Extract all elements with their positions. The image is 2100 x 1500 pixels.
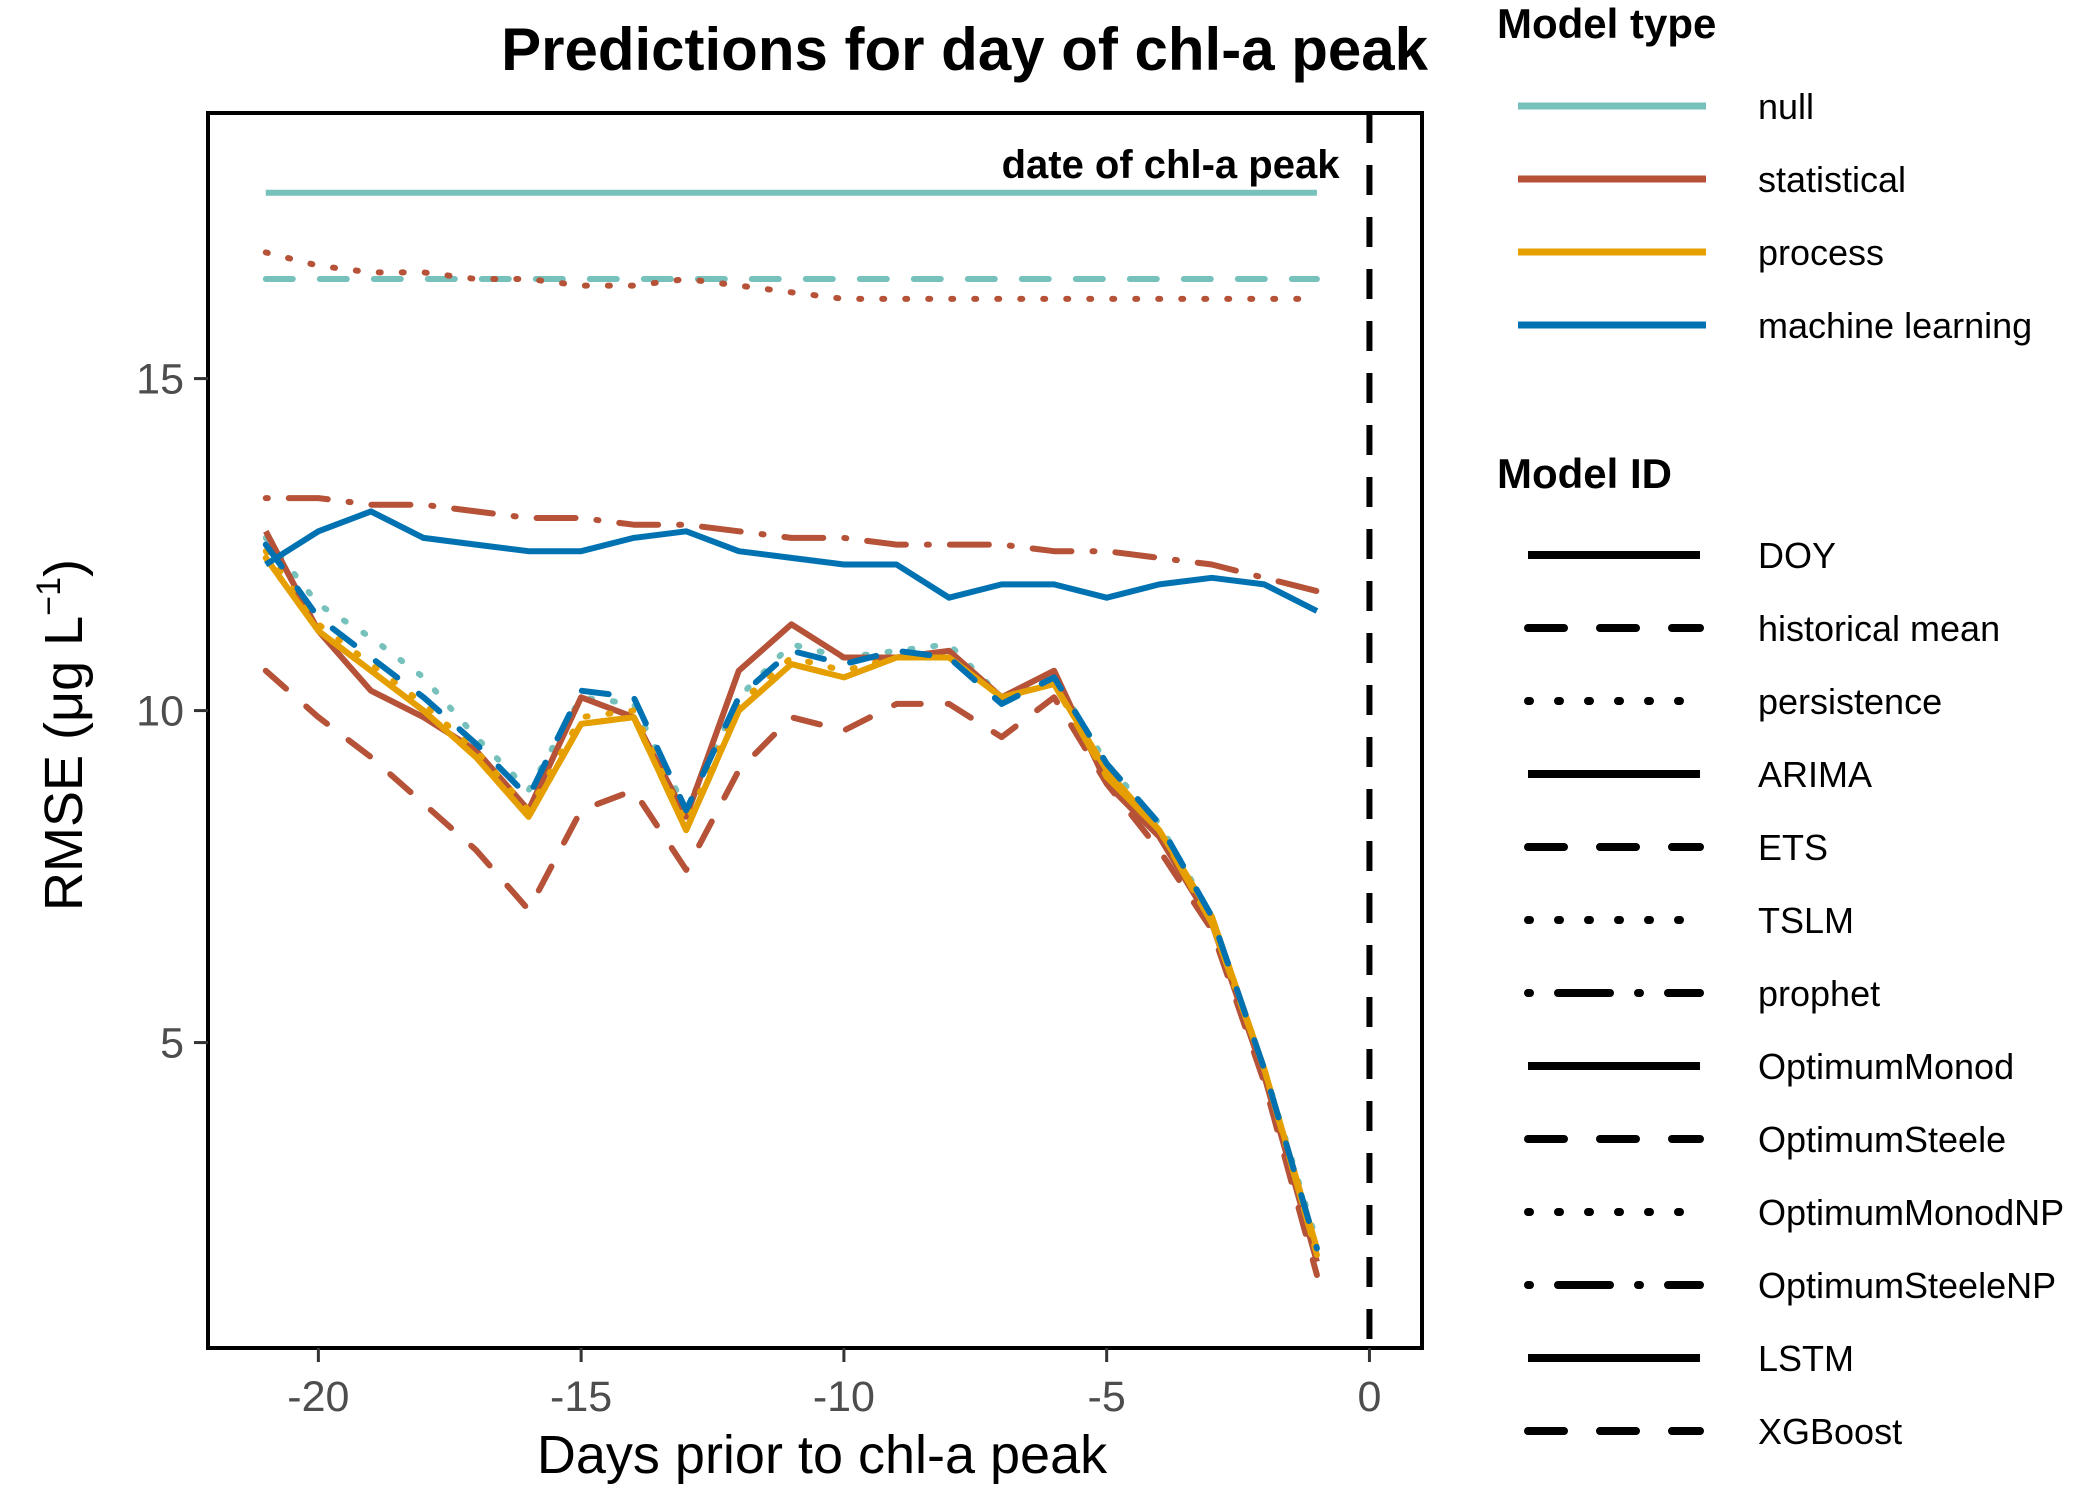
x-tick-label: -15 [550,1373,612,1421]
x-tick-label: 0 [1357,1373,1381,1421]
y-axis-title-exponent: −1 [30,577,68,616]
series-line-arima [263,529,1320,1263]
series-line-xgboost [262,541,1320,1252]
y-axis-title-close: ) [34,559,94,577]
legend-label-persistence: persistence [1758,681,1942,722]
legend-label-optimummonod: OptimumMonod [1758,1046,2014,1087]
legend-label-optimumsteele: OptimumSteele [1758,1119,2006,1160]
x-axis-title: Days prior to chl-a peak [537,1425,1108,1485]
series-line-prophet [262,495,1320,595]
chart-title: Predictions for day of chl-a peak [501,16,1429,83]
series-line-optimummonodnp [262,548,1320,1252]
y-tick-label: 5 [160,1020,184,1068]
series-layer [262,189,1320,1278]
series-line-ets [262,667,1320,1278]
plot-area: date of chl-a peak [206,111,1424,1350]
x-tick-label: -5 [1088,1373,1126,1421]
legend-label-historical-mean: historical mean [1758,608,2000,649]
legend-model-types: null statistical process machine learning [1518,86,2032,346]
legend-label-prophet: prophet [1758,973,1880,1014]
legend-label-xgboost: XGBoost [1758,1411,1902,1452]
peak-date-annotation: date of chl-a peak [1002,143,1341,187]
series-line-tslm [262,249,1320,302]
y-tick-label: 15 [136,356,184,404]
legend-label-optimumsteelenp: OptimumSteeleNP [1758,1265,2056,1306]
legend-label-optimummonodnp: OptimumMonodNP [1758,1192,2064,1233]
x-axis: -20 -15 -10 -5 0 [287,1348,1381,1421]
legend-label-null: null [1758,86,1814,127]
legend-label-lstm: LSTM [1758,1338,1854,1379]
legend-label-arima: ARIMA [1758,754,1872,795]
legend-label-process: process [1758,232,1884,273]
legend-title-model-id: Model ID [1497,450,1672,497]
y-tick-label: 10 [136,688,184,736]
plot-border [206,111,1424,1350]
legend-title-model-type: Model type [1497,0,1716,47]
legend-label-statistical: statistical [1758,159,1906,200]
legend-label-ets: ETS [1758,827,1828,868]
y-axis-title: RMSE (μg L−1) [30,559,94,911]
series-line-lstm [264,508,1319,614]
y-axis-title-main: RMSE (μg L [34,616,94,911]
legend-label-tslm: TSLM [1758,900,1854,941]
x-tick-label: -10 [813,1373,875,1421]
series-line-optimumsteelenp [262,554,1320,1258]
series-line-persistence [262,534,1320,1245]
legend-label-doy: DOY [1758,535,1836,576]
legend-label-machine-learning: machine learning [1758,305,2032,346]
x-tick-label: -20 [287,1373,349,1421]
y-axis: 5 10 15 [136,356,208,1068]
legend-model-ids: DOY historical mean persistence ARIMA ETS TSL… [1524,535,2064,1452]
legend: Model type null statistical process machine… [1497,0,2064,1452]
